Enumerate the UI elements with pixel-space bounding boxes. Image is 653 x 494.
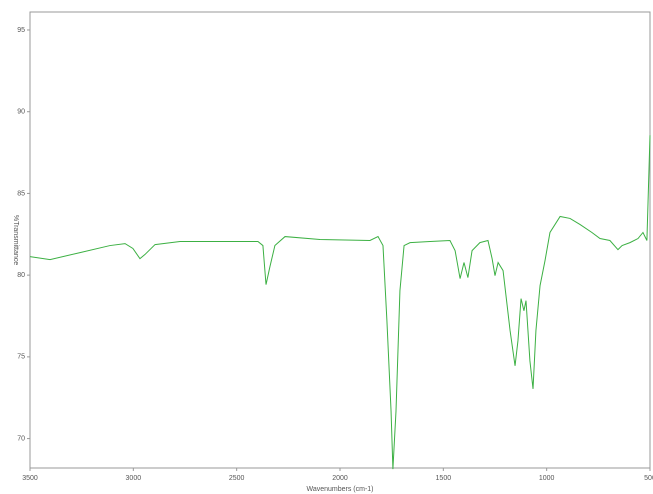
y-tick-label: 90 xyxy=(17,109,25,116)
x-tick-label: 1000 xyxy=(539,475,555,482)
y-tick-label: 80 xyxy=(17,272,25,279)
y-tick-label: 70 xyxy=(17,435,25,442)
x-tick-label: 3000 xyxy=(126,475,142,482)
x-tick-label: 1500 xyxy=(436,475,452,482)
y-tick-label: 95 xyxy=(17,27,25,34)
y-tick-label: 85 xyxy=(17,190,25,197)
x-tick-label: 2500 xyxy=(229,475,245,482)
y-axis-label: %Transmittance xyxy=(12,215,19,265)
spectrum-line xyxy=(29,135,651,470)
x-tick-label: 500 xyxy=(644,475,653,482)
x-tick-label: 2000 xyxy=(332,475,348,482)
x-tick-label: 3500 xyxy=(22,475,38,482)
x-axis-label: Wavenumbers (cm-1) xyxy=(306,486,373,493)
y-tick-label: 75 xyxy=(17,354,25,361)
